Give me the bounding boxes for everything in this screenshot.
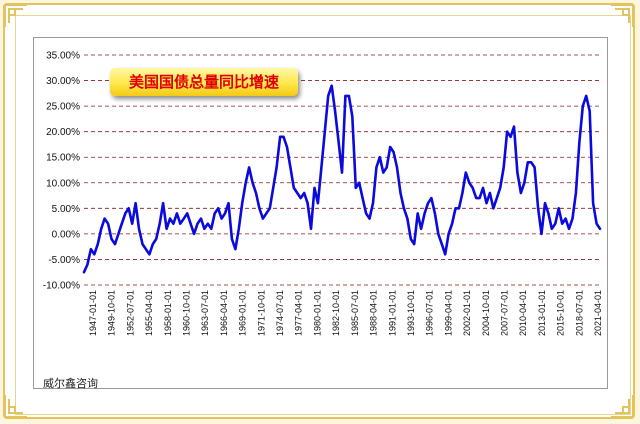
x-tick-label: 2010-04-01: [518, 290, 528, 336]
x-tick-label: 1974-07-01: [275, 290, 285, 336]
source-label: 威尔鑫咨询: [43, 377, 98, 390]
x-tick-label: 2021-04-01: [593, 290, 603, 336]
y-tick-label: 20.00%: [46, 127, 80, 138]
x-tick-label: 2002-01-01: [462, 290, 472, 336]
y-tick-label: 35.00%: [46, 51, 80, 62]
x-tick-label: 2007-07-01: [499, 290, 509, 336]
x-tick-label: 1947-01-01: [88, 290, 98, 336]
x-tick-label: 2004-10-01: [481, 290, 491, 336]
x-tick-label: 1980-01-01: [312, 290, 322, 336]
x-tick-label: 1949-10-01: [107, 290, 117, 336]
y-tick-label: -10.00%: [43, 281, 80, 292]
series-line: [82, 84, 602, 274]
x-tick-label: 1999-04-01: [443, 290, 453, 336]
y-axis-tick-labels: -10.00% -5.00% 0.00% 5.00% 10.00% 15.00% 20.00…: [43, 51, 80, 292]
x-tick-label: 1982-10-01: [331, 290, 341, 336]
y-tick-label: 10.00%: [46, 178, 80, 189]
x-tick-label: 1952-07-01: [125, 290, 135, 336]
x-tick-label: 1966-04-01: [219, 290, 229, 336]
corner-ornament-bottom-right-icon: [611, 395, 634, 418]
x-tick-label: 1971-10-01: [256, 290, 266, 336]
x-tick-label: 1969-01-01: [238, 290, 248, 336]
y-tick-label: 25.00%: [46, 102, 80, 113]
x-tick-label: 1955-04-01: [144, 290, 154, 336]
x-tick-label: 1960-10-01: [182, 290, 192, 336]
y-tick-label: 5.00%: [52, 204, 80, 215]
x-axis-tick-labels: 1947-01-01 1949-10-01 1952-07-01 1955-04-01…: [88, 290, 603, 336]
x-tick-label: 1963-07-01: [200, 290, 210, 336]
x-tick-label: 2015-10-01: [556, 290, 566, 336]
x-tick-label: 1996-07-01: [425, 290, 435, 336]
x-tick-label: 2018-07-01: [574, 290, 584, 336]
x-tick-label: 1991-01-01: [387, 290, 397, 336]
x-tick-label: 1985-07-01: [350, 290, 360, 336]
x-tick-label: 2013-01-01: [537, 290, 547, 336]
y-tick-label: -5.00%: [48, 255, 80, 266]
corner-ornament-top-left-icon: [4, 4, 27, 27]
x-tick-label: 1958-01-01: [163, 290, 173, 336]
y-tick-label: 0.00%: [52, 229, 80, 240]
x-tick-label: 1993-10-01: [406, 290, 416, 336]
chart-title: 美国国债总量同比增速: [110, 68, 298, 96]
x-tick-label: 1977-04-01: [294, 290, 304, 336]
corner-ornament-top-right-icon: [611, 4, 634, 27]
x-tick-label: 1988-04-01: [369, 290, 379, 336]
y-tick-label: 15.00%: [46, 153, 80, 164]
inner-frame: [15, 15, 631, 415]
corner-ornament-bottom-left-icon: [4, 395, 27, 418]
series-group: [82, 84, 602, 274]
y-tick-label: 30.00%: [46, 76, 80, 87]
